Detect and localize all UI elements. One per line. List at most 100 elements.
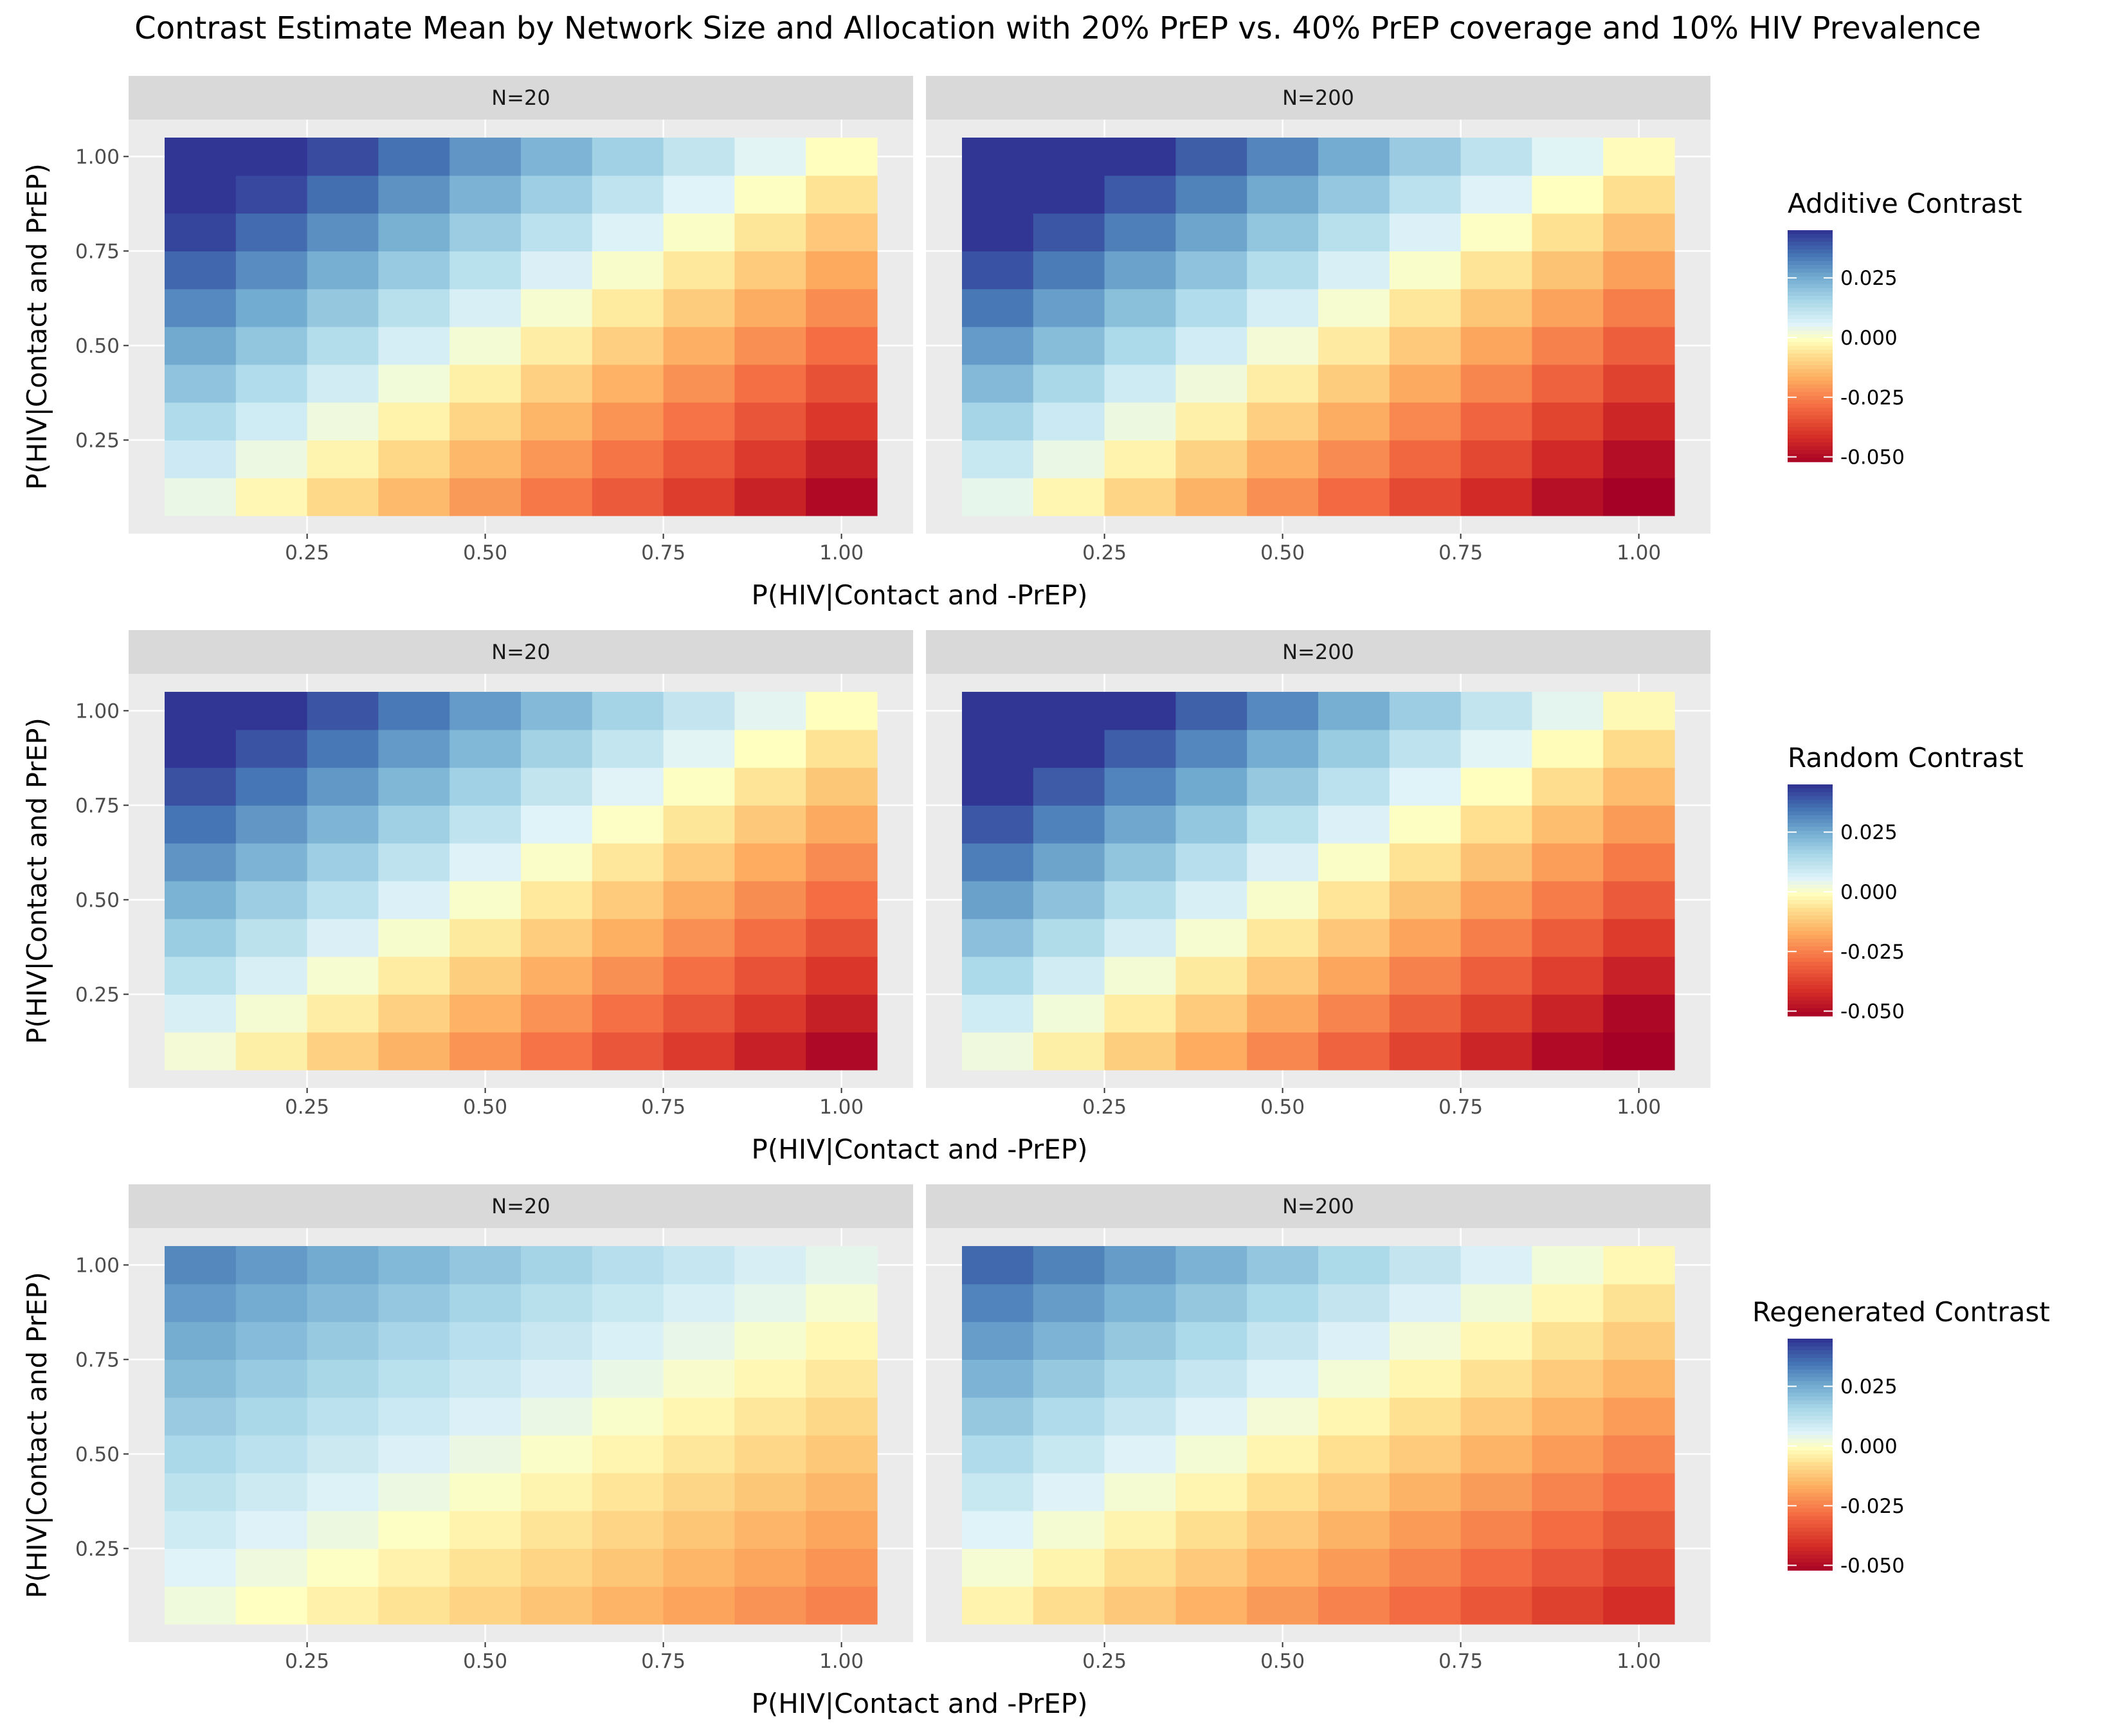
heatmap-tile — [1460, 1283, 1532, 1323]
legend-gradient-step — [1788, 442, 1833, 447]
heatmap-tile — [521, 918, 593, 957]
heatmap-tile — [1603, 1283, 1675, 1323]
legend-gradient-step — [1788, 1454, 1833, 1459]
heatmap-tile — [592, 1397, 664, 1436]
heatmap-tile — [1389, 175, 1462, 214]
heatmap-tile — [307, 1397, 379, 1436]
heatmap-tile — [378, 402, 450, 440]
heatmap-tile — [1175, 402, 1247, 440]
heatmap-tile — [521, 327, 593, 365]
heatmap-tile — [1033, 956, 1105, 995]
heatmap-tile — [806, 1032, 878, 1071]
heatmap-tile — [1389, 478, 1462, 516]
heatmap-tile — [592, 251, 664, 289]
heatmap-tile — [592, 175, 664, 214]
legend-gradient-step — [1788, 292, 1833, 296]
heatmap-tile — [521, 138, 593, 176]
heatmap-tile — [1033, 1472, 1105, 1512]
heatmap-tile — [663, 402, 735, 440]
heatmap-tile — [663, 213, 735, 251]
heatmap-tile — [1389, 1472, 1462, 1512]
heatmap-tile — [165, 843, 237, 882]
heatmap-tile — [663, 251, 735, 289]
heatmap-tile — [307, 1246, 379, 1285]
heatmap-tile — [806, 881, 878, 919]
heatmap-tile — [592, 767, 664, 806]
heatmap-tile — [806, 767, 878, 806]
facet-strip-label: N=200 — [1282, 86, 1354, 110]
heatmap-tile — [1460, 918, 1532, 957]
heatmap-tile — [962, 1472, 1034, 1512]
facet-strip — [129, 1184, 913, 1228]
heatmap-tile — [307, 1435, 379, 1474]
heatmap-tile — [962, 478, 1034, 516]
legend-gradient-step — [1788, 1439, 1833, 1443]
heatmap-tile — [1389, 1359, 1462, 1398]
heatmap-tile — [1389, 1586, 1462, 1625]
facet-strip-label: N=20 — [491, 86, 550, 110]
heatmap-tile — [307, 175, 379, 214]
heatmap-tile — [1247, 478, 1319, 516]
heatmap-tile — [1603, 843, 1675, 882]
heatmap-tile — [521, 1359, 593, 1398]
heatmap-tile — [1532, 805, 1604, 844]
y-tick-label: 0.50 — [75, 1443, 120, 1466]
heatmap-tile — [734, 364, 806, 403]
heatmap-tile — [1318, 213, 1390, 251]
legend-gradient-step — [1788, 1408, 1833, 1413]
heatmap-tile — [1175, 251, 1247, 289]
heatmap-tile — [165, 767, 237, 806]
legend-tick-label: -0.050 — [1840, 1000, 1905, 1024]
heatmap-tile — [1318, 1246, 1390, 1285]
heatmap-tile — [962, 994, 1034, 1033]
heatmap-tile — [235, 1472, 308, 1512]
heatmap-tile — [165, 1283, 237, 1323]
heatmap-tile — [734, 1283, 806, 1323]
heatmap-tile — [1389, 843, 1462, 882]
legend-gradient-step — [1788, 1354, 1833, 1359]
heatmap-tile — [734, 956, 806, 995]
heatmap-tile — [449, 478, 521, 516]
heatmap-tile — [592, 1472, 664, 1512]
legend-gradient-step — [1788, 970, 1833, 974]
heatmap-tile — [307, 1032, 379, 1071]
heatmap-tile — [1033, 327, 1105, 365]
legend-gradient-step — [1788, 1559, 1833, 1563]
legend-gradient-step — [1788, 242, 1833, 246]
heatmap-tile — [806, 918, 878, 957]
heatmap-tile — [235, 1435, 308, 1474]
heatmap-tile — [1104, 364, 1176, 403]
heatmap-tile — [165, 1321, 237, 1360]
facet-strip — [129, 630, 913, 674]
heatmap-tile — [1532, 175, 1604, 214]
x-tick-label: 1.00 — [819, 541, 864, 565]
heatmap-tile — [734, 138, 806, 176]
heatmap-tile — [449, 805, 521, 844]
heatmap-tile — [165, 1472, 237, 1512]
heatmap-tile — [1175, 767, 1247, 806]
legend-gradient-step — [1788, 939, 1833, 943]
heatmap-tile — [1175, 843, 1247, 882]
heatmap-tile — [1175, 1510, 1247, 1549]
heatmap-tile — [165, 994, 237, 1033]
heatmap-tile — [1247, 1032, 1319, 1071]
legend-gradient-step — [1788, 908, 1833, 912]
heatmap-tile — [1532, 1472, 1604, 1512]
facet-panel: N=20 0.25 0.50 0.75 1.00 0.25 0.50 0.75 1.00 — [75, 76, 913, 565]
legend-gradient-step — [1788, 858, 1833, 862]
heatmap-tile — [449, 956, 521, 995]
heatmap-tile — [962, 1586, 1034, 1625]
heatmap-tile — [1033, 692, 1105, 730]
heatmap-tile — [1104, 1246, 1176, 1285]
heatmap-tile — [1175, 1435, 1247, 1474]
heatmap-tile — [592, 138, 664, 176]
heatmap-tile — [734, 478, 806, 516]
legend-gradient-step — [1788, 439, 1833, 443]
heatmap-tile — [165, 956, 237, 995]
heatmap-tile — [1247, 1283, 1319, 1323]
legend-gradient-step — [1788, 307, 1833, 312]
heatmap-tile — [378, 1586, 450, 1625]
legend-gradient-step — [1788, 1478, 1833, 1482]
legend-gradient-step — [1788, 458, 1833, 462]
heatmap-tile — [1175, 881, 1247, 919]
